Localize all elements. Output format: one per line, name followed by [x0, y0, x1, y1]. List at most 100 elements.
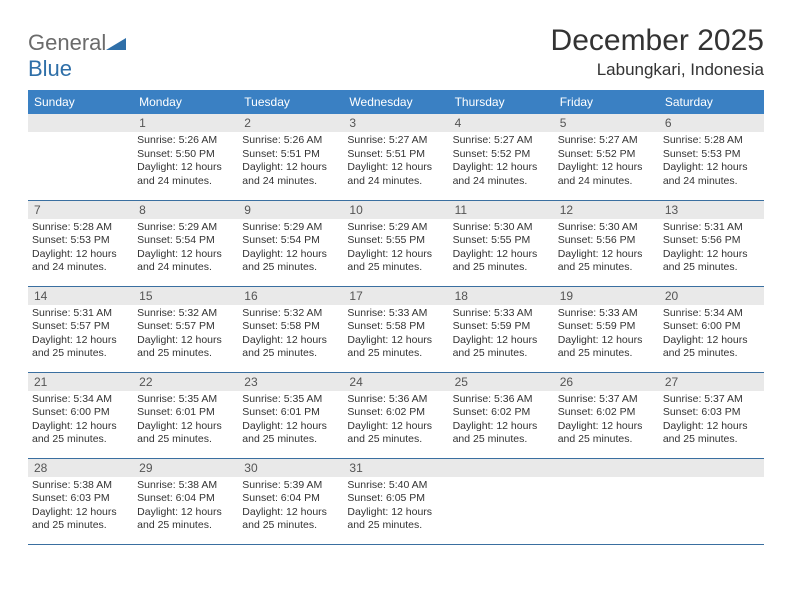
calendar-cell: 16Sunrise: 5:32 AMSunset: 5:58 PMDayligh…	[238, 286, 343, 372]
sunrise: Sunrise: 5:32 AM	[242, 307, 339, 321]
day-number: 16	[238, 287, 343, 305]
daylight-1: Daylight: 12 hours	[453, 248, 550, 262]
calendar-cell: 13Sunrise: 5:31 AMSunset: 5:56 PMDayligh…	[659, 200, 764, 286]
calendar-cell: 29Sunrise: 5:38 AMSunset: 6:04 PMDayligh…	[133, 458, 238, 544]
day-number: 13	[659, 201, 764, 219]
daylight-1: Daylight: 12 hours	[558, 334, 655, 348]
daylight-1: Daylight: 12 hours	[137, 248, 234, 262]
weekday-header: Thursday	[449, 90, 554, 114]
day-body: Sunrise: 5:40 AMSunset: 6:05 PMDaylight:…	[343, 477, 448, 538]
daylight-1: Daylight: 12 hours	[137, 420, 234, 434]
day-body: Sunrise: 5:33 AMSunset: 5:59 PMDaylight:…	[554, 305, 659, 366]
sunset: Sunset: 6:04 PM	[137, 492, 234, 506]
sunrise: Sunrise: 5:33 AM	[347, 307, 444, 321]
daylight-1: Daylight: 12 hours	[663, 334, 760, 348]
day-number: 11	[449, 201, 554, 219]
day-number: 24	[343, 373, 448, 391]
logo-part2: Blue	[28, 56, 72, 81]
sunset: Sunset: 5:58 PM	[347, 320, 444, 334]
calendar-cell	[449, 458, 554, 544]
sunset: Sunset: 6:00 PM	[663, 320, 760, 334]
daylight-2: and 25 minutes.	[32, 433, 129, 447]
daylight-2: and 25 minutes.	[453, 347, 550, 361]
daylight-1: Daylight: 12 hours	[242, 506, 339, 520]
day-number: 30	[238, 459, 343, 477]
sunrise: Sunrise: 5:39 AM	[242, 479, 339, 493]
calendar-row: 1Sunrise: 5:26 AMSunset: 5:50 PMDaylight…	[28, 114, 764, 200]
sunrise: Sunrise: 5:33 AM	[558, 307, 655, 321]
sunset: Sunset: 5:51 PM	[242, 148, 339, 162]
calendar-row: 14Sunrise: 5:31 AMSunset: 5:57 PMDayligh…	[28, 286, 764, 372]
calendar-cell: 1Sunrise: 5:26 AMSunset: 5:50 PMDaylight…	[133, 114, 238, 200]
day-number: 14	[28, 287, 133, 305]
day-body: Sunrise: 5:32 AMSunset: 5:57 PMDaylight:…	[133, 305, 238, 366]
day-number-empty	[449, 459, 554, 477]
daylight-1: Daylight: 12 hours	[453, 420, 550, 434]
day-number: 8	[133, 201, 238, 219]
day-body: Sunrise: 5:35 AMSunset: 6:01 PMDaylight:…	[238, 391, 343, 452]
sunrise: Sunrise: 5:37 AM	[558, 393, 655, 407]
day-body: Sunrise: 5:34 AMSunset: 6:00 PMDaylight:…	[28, 391, 133, 452]
sunrise: Sunrise: 5:37 AM	[663, 393, 760, 407]
sunset: Sunset: 5:59 PM	[453, 320, 550, 334]
calendar-cell: 3Sunrise: 5:27 AMSunset: 5:51 PMDaylight…	[343, 114, 448, 200]
day-body: Sunrise: 5:37 AMSunset: 6:02 PMDaylight:…	[554, 391, 659, 452]
calendar-row: 28Sunrise: 5:38 AMSunset: 6:03 PMDayligh…	[28, 458, 764, 544]
day-body: Sunrise: 5:29 AMSunset: 5:55 PMDaylight:…	[343, 219, 448, 280]
daylight-2: and 25 minutes.	[663, 433, 760, 447]
calendar-head: SundayMondayTuesdayWednesdayThursdayFrid…	[28, 90, 764, 114]
calendar-row: 7Sunrise: 5:28 AMSunset: 5:53 PMDaylight…	[28, 200, 764, 286]
sunset: Sunset: 5:54 PM	[242, 234, 339, 248]
daylight-1: Daylight: 12 hours	[242, 248, 339, 262]
daylight-1: Daylight: 12 hours	[242, 161, 339, 175]
daylight-2: and 25 minutes.	[347, 519, 444, 533]
calendar-table: SundayMondayTuesdayWednesdayThursdayFrid…	[28, 90, 764, 545]
day-number: 7	[28, 201, 133, 219]
weekday-header: Friday	[554, 90, 659, 114]
sunset: Sunset: 6:04 PM	[242, 492, 339, 506]
daylight-1: Daylight: 12 hours	[242, 420, 339, 434]
day-number: 21	[28, 373, 133, 391]
calendar-cell: 21Sunrise: 5:34 AMSunset: 6:00 PMDayligh…	[28, 372, 133, 458]
calendar-cell: 26Sunrise: 5:37 AMSunset: 6:02 PMDayligh…	[554, 372, 659, 458]
day-number: 20	[659, 287, 764, 305]
daylight-1: Daylight: 12 hours	[137, 161, 234, 175]
sunrise: Sunrise: 5:27 AM	[347, 134, 444, 148]
day-body: Sunrise: 5:33 AMSunset: 5:59 PMDaylight:…	[449, 305, 554, 366]
daylight-1: Daylight: 12 hours	[32, 248, 129, 262]
sunset: Sunset: 6:02 PM	[347, 406, 444, 420]
day-number-empty	[28, 114, 133, 132]
calendar-cell: 9Sunrise: 5:29 AMSunset: 5:54 PMDaylight…	[238, 200, 343, 286]
day-body: Sunrise: 5:28 AMSunset: 5:53 PMDaylight:…	[659, 132, 764, 193]
day-body: Sunrise: 5:36 AMSunset: 6:02 PMDaylight:…	[343, 391, 448, 452]
daylight-2: and 25 minutes.	[453, 261, 550, 275]
daylight-2: and 25 minutes.	[558, 261, 655, 275]
day-number: 6	[659, 114, 764, 132]
logo-text: GeneralBlue	[28, 30, 126, 82]
day-body: Sunrise: 5:39 AMSunset: 6:04 PMDaylight:…	[238, 477, 343, 538]
daylight-1: Daylight: 12 hours	[32, 420, 129, 434]
header: GeneralBlue December 2025 Labungkari, In…	[28, 24, 764, 82]
day-number: 4	[449, 114, 554, 132]
day-number: 2	[238, 114, 343, 132]
weekday-header: Tuesday	[238, 90, 343, 114]
sunrise: Sunrise: 5:34 AM	[32, 393, 129, 407]
day-body: Sunrise: 5:27 AMSunset: 5:52 PMDaylight:…	[449, 132, 554, 193]
day-number: 5	[554, 114, 659, 132]
calendar-cell: 2Sunrise: 5:26 AMSunset: 5:51 PMDaylight…	[238, 114, 343, 200]
day-number: 26	[554, 373, 659, 391]
daylight-1: Daylight: 12 hours	[347, 334, 444, 348]
daylight-1: Daylight: 12 hours	[558, 248, 655, 262]
day-body: Sunrise: 5:33 AMSunset: 5:58 PMDaylight:…	[343, 305, 448, 366]
calendar-cell: 4Sunrise: 5:27 AMSunset: 5:52 PMDaylight…	[449, 114, 554, 200]
calendar-cell: 15Sunrise: 5:32 AMSunset: 5:57 PMDayligh…	[133, 286, 238, 372]
daylight-1: Daylight: 12 hours	[558, 420, 655, 434]
daylight-2: and 25 minutes.	[242, 519, 339, 533]
daylight-1: Daylight: 12 hours	[558, 161, 655, 175]
calendar-cell: 17Sunrise: 5:33 AMSunset: 5:58 PMDayligh…	[343, 286, 448, 372]
sunset: Sunset: 6:05 PM	[347, 492, 444, 506]
daylight-2: and 25 minutes.	[347, 261, 444, 275]
daylight-2: and 24 minutes.	[663, 175, 760, 189]
day-body: Sunrise: 5:38 AMSunset: 6:03 PMDaylight:…	[28, 477, 133, 538]
page: GeneralBlue December 2025 Labungkari, In…	[0, 0, 792, 569]
